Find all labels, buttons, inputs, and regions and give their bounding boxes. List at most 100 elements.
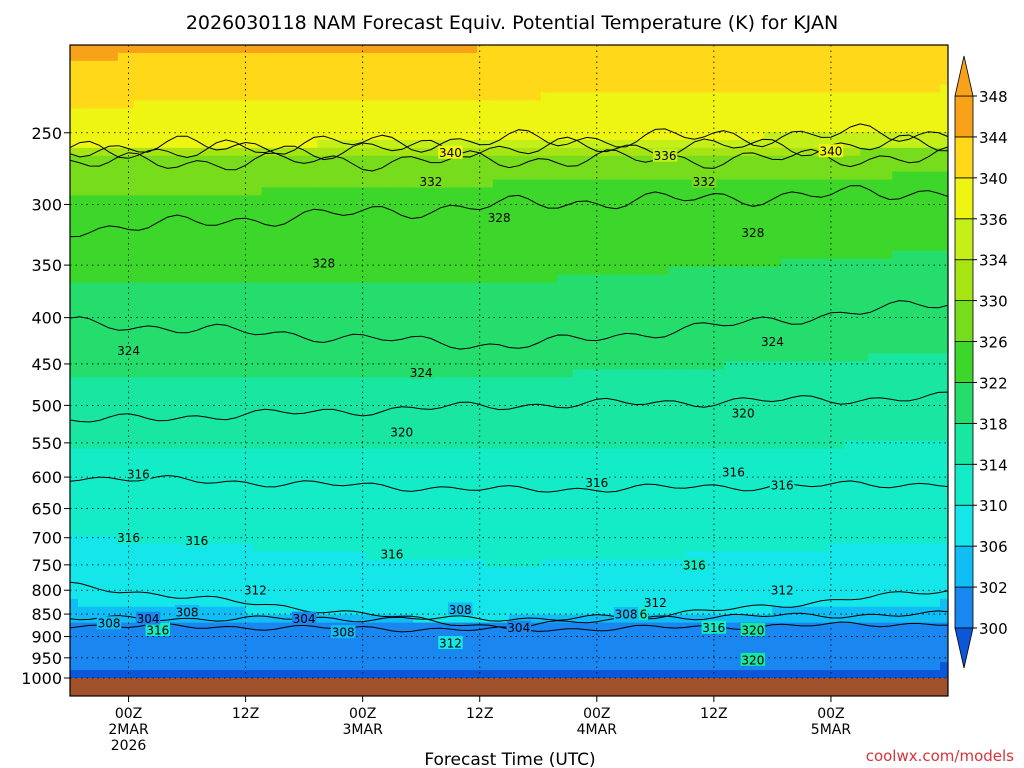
field-cell [109, 543, 119, 552]
field-cell [333, 353, 342, 363]
field-cell [453, 84, 462, 94]
field-cell [253, 654, 263, 663]
field-cell [341, 274, 350, 283]
field-cell [197, 84, 207, 94]
field-cell [85, 211, 95, 220]
field-cell [229, 179, 239, 189]
field-cell [405, 448, 414, 458]
field-cell [325, 234, 334, 244]
field-cell [293, 321, 303, 331]
field-cell [189, 464, 199, 473]
field-cell [77, 575, 87, 584]
field-cell [437, 670, 446, 679]
field-cell [165, 654, 175, 663]
field-cell [269, 654, 279, 663]
field-cell [245, 567, 255, 576]
field-cell [141, 590, 151, 600]
field-cell [101, 345, 111, 355]
field-cell [501, 353, 510, 363]
field-cell [532, 92, 542, 101]
field-cell [189, 369, 199, 378]
field-cell [564, 211, 574, 220]
field-cell [325, 124, 334, 133]
field-cell [293, 132, 303, 141]
field-cell [205, 424, 215, 434]
field-cell [205, 314, 215, 323]
field-cell [540, 195, 550, 204]
field-cell [556, 250, 566, 260]
field-cell [141, 337, 151, 347]
field-cell [253, 337, 263, 347]
field-cell [516, 440, 526, 450]
field-cell [133, 369, 143, 378]
field-cell [309, 353, 319, 363]
field-cell [485, 590, 494, 600]
field-cell [285, 606, 295, 616]
field-cell [509, 670, 518, 679]
field-cell [413, 250, 422, 260]
field-cell [397, 187, 406, 196]
field-cell [133, 171, 143, 181]
field-cell [317, 274, 327, 283]
field-cell [397, 84, 406, 94]
field-cell [301, 488, 311, 497]
field-cell [485, 543, 494, 552]
field-cell [341, 226, 350, 236]
field-cell [309, 108, 319, 117]
field-cell [285, 242, 295, 252]
field-cell [301, 234, 311, 244]
field-cell [125, 385, 135, 394]
field-cell [548, 575, 558, 584]
field-cell [237, 132, 247, 141]
field-cell [149, 100, 159, 109]
field-cell [197, 345, 207, 355]
field-cell [317, 369, 327, 378]
field-cell [181, 100, 191, 109]
field-cell [101, 45, 111, 54]
field-cell [357, 226, 366, 236]
field-cell [485, 488, 494, 497]
field-cell [93, 472, 103, 481]
field-cell [93, 448, 103, 458]
field-cell [133, 132, 143, 141]
field-cell [349, 638, 358, 647]
field-cell [469, 171, 478, 181]
field-cell [437, 401, 446, 410]
field-cell [493, 100, 502, 109]
field-cell [469, 306, 478, 315]
field-cell [317, 527, 327, 537]
field-cell [469, 654, 478, 663]
field-cell [133, 92, 143, 101]
field-cell [469, 369, 478, 378]
field-cell [125, 60, 135, 70]
field-cell [253, 464, 263, 473]
field-cell [309, 306, 319, 315]
field-cell [373, 511, 382, 521]
field-cell [85, 266, 95, 276]
field-cell [85, 195, 95, 204]
field-cell [357, 590, 366, 600]
field-cell [157, 503, 167, 513]
field-cell [189, 187, 199, 196]
field-cell [333, 203, 342, 212]
field-cell [524, 424, 534, 434]
field-cell [109, 337, 119, 347]
field-cell [101, 583, 111, 592]
field-cell [556, 234, 566, 244]
field-cell [261, 416, 271, 426]
field-cell [269, 559, 279, 568]
field-cell [149, 84, 159, 94]
field-cell [548, 638, 558, 647]
field-cell [453, 45, 462, 54]
field-cell [485, 329, 494, 339]
field-cell [341, 282, 350, 291]
field-cell [85, 393, 95, 402]
field-cell [253, 52, 263, 62]
field-cell [261, 250, 271, 260]
field-cell [149, 203, 159, 212]
field-cell [93, 116, 103, 125]
field-cell [397, 171, 406, 181]
field-cell [269, 361, 279, 371]
field-cell [509, 393, 518, 402]
field-cell [477, 575, 486, 584]
